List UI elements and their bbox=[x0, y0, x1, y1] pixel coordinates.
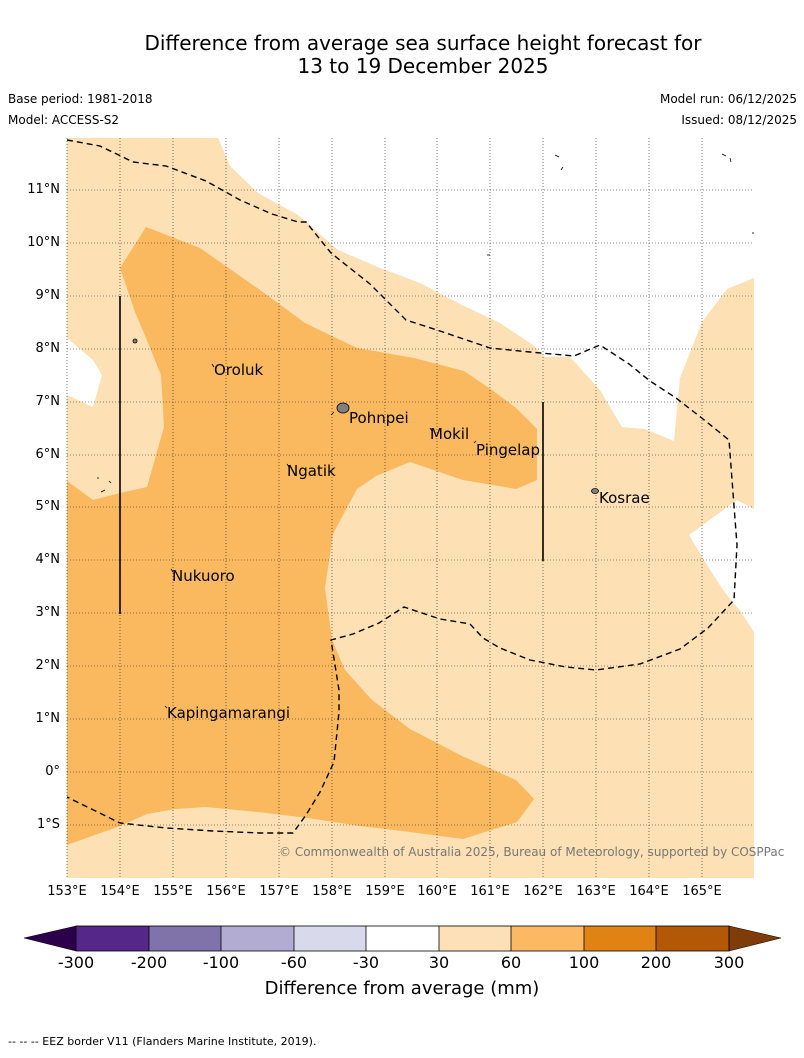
place-label-mokil: Mokil bbox=[430, 425, 470, 443]
lon-label: 160°E bbox=[417, 884, 457, 899]
islet bbox=[108, 480, 112, 484]
region-no-change-west bbox=[67, 338, 102, 407]
small-atoll bbox=[132, 338, 138, 344]
colorbar bbox=[23, 925, 782, 952]
lat-label: 5°N bbox=[35, 499, 61, 514]
oroluk-atoll bbox=[211, 363, 215, 368]
colorbar-tick-label: 60 bbox=[500, 953, 522, 972]
lon-label: 163°E bbox=[576, 884, 616, 899]
colorbar-tick-label: -300 bbox=[57, 953, 95, 972]
lon-label: 155°E bbox=[153, 884, 193, 899]
model-run-label: Model run: 06/12/2025 bbox=[659, 92, 797, 106]
islet bbox=[729, 157, 732, 163]
mokil-atoll bbox=[429, 427, 433, 432]
lon-label: 156°E bbox=[206, 884, 246, 899]
eez-footnote: -- -- -- EEZ border V11 (Flanders Marine… bbox=[8, 1035, 317, 1048]
kapingamarangi-atoll bbox=[164, 705, 168, 709]
lon-label: 153°E bbox=[47, 884, 87, 899]
colorbar-segment bbox=[656, 926, 729, 951]
colorbar-outline bbox=[75, 925, 730, 952]
region-no-change-north bbox=[218, 138, 754, 441]
colorbar-segment bbox=[149, 926, 221, 951]
lat-label: 2°N bbox=[35, 658, 61, 673]
colorbar-segment bbox=[584, 926, 656, 951]
lon-label: 154°E bbox=[100, 884, 140, 899]
place-label-nukuoro: Nukuoro bbox=[172, 567, 235, 585]
lat-label: 11°N bbox=[27, 182, 60, 197]
lon-label: 164°E bbox=[629, 884, 669, 899]
colorbar-segment bbox=[439, 926, 511, 951]
lat-label: 1°S bbox=[36, 817, 60, 832]
lon-label: 161°E bbox=[470, 884, 510, 899]
colorbar-extend-high bbox=[728, 925, 782, 952]
place-label-kapingamarangi: Kapingamarangi bbox=[167, 704, 291, 722]
pingelap-atoll bbox=[473, 440, 477, 444]
lat-label: 0° bbox=[45, 764, 60, 779]
copyright-notice: © Commonwealth of Australia 2025, Bureau… bbox=[279, 845, 785, 859]
lon-label: 158°E bbox=[312, 884, 352, 899]
nukuoro-atoll bbox=[170, 568, 174, 573]
lat-label: 10°N bbox=[27, 235, 60, 250]
chart-title: Difference from average sea surface heig… bbox=[0, 32, 804, 78]
colorbar-tick-label: -100 bbox=[202, 953, 240, 972]
lat-label: 7°N bbox=[35, 394, 61, 409]
colorbar-tick-label: 100 bbox=[568, 953, 600, 972]
lon-label: 162°E bbox=[523, 884, 563, 899]
colorbar-tick-label: -30 bbox=[352, 953, 380, 972]
colorbar-segment bbox=[221, 926, 294, 951]
base-period-label: Base period: 1981-2018 bbox=[8, 92, 153, 106]
lon-label: 159°E bbox=[365, 884, 405, 899]
lat-label: 6°N bbox=[35, 447, 61, 462]
lat-label: 8°N bbox=[35, 341, 61, 356]
issued-label: Issued: 08/12/2025 bbox=[681, 113, 797, 127]
lon-label: 165°E bbox=[682, 884, 722, 899]
colorbar-tick-label: -200 bbox=[130, 953, 168, 972]
place-label-kosrae: Kosrae bbox=[599, 489, 650, 507]
lat-label: 9°N bbox=[35, 288, 61, 303]
colorbar-segment bbox=[366, 926, 439, 951]
colorbar-tick-label: 30 bbox=[428, 953, 450, 972]
ant-atoll bbox=[330, 411, 335, 416]
islet bbox=[721, 153, 727, 157]
place-label-oroluk: Oroluk bbox=[214, 361, 264, 379]
lon-label: 157°E bbox=[259, 884, 299, 899]
islet bbox=[560, 166, 564, 171]
eez-border-north bbox=[67, 139, 738, 834]
gridlines bbox=[66, 138, 754, 878]
colorbar-tick-label: -60 bbox=[280, 953, 308, 972]
colorbar-title: Difference from average (mm) bbox=[264, 978, 540, 999]
pohnpei-island bbox=[336, 402, 350, 414]
model-label: Model: ACCESS-S2 bbox=[8, 113, 120, 127]
lat-label: 1°N bbox=[35, 711, 61, 726]
kosrae-island bbox=[591, 488, 599, 494]
island-markers bbox=[97, 153, 754, 709]
colorbar-segment bbox=[76, 926, 149, 951]
islet bbox=[554, 154, 560, 158]
colorbar-extend-low bbox=[23, 925, 77, 952]
place-label-pohnpei: Pohnpei bbox=[349, 409, 409, 427]
islet bbox=[100, 489, 106, 493]
colorbar-tick-label: 200 bbox=[640, 953, 672, 972]
title-line-1: Difference from average sea surface heig… bbox=[144, 31, 702, 55]
colorbar-segment bbox=[294, 926, 366, 951]
colorbar-tick-label: 300 bbox=[713, 953, 745, 972]
lat-label: 4°N bbox=[35, 552, 61, 567]
lat-label: 3°N bbox=[35, 605, 61, 620]
place-label-ngatik: Ngatik bbox=[287, 462, 336, 480]
title-line-2: 13 to 19 December 2025 bbox=[297, 54, 549, 78]
region-60-100mm-north bbox=[67, 227, 537, 845]
ngatik-atoll bbox=[286, 463, 290, 468]
region-no-change-east bbox=[689, 500, 754, 632]
place-label-pingelap: Pingelap bbox=[476, 441, 541, 459]
colorbar-segment bbox=[511, 926, 584, 951]
